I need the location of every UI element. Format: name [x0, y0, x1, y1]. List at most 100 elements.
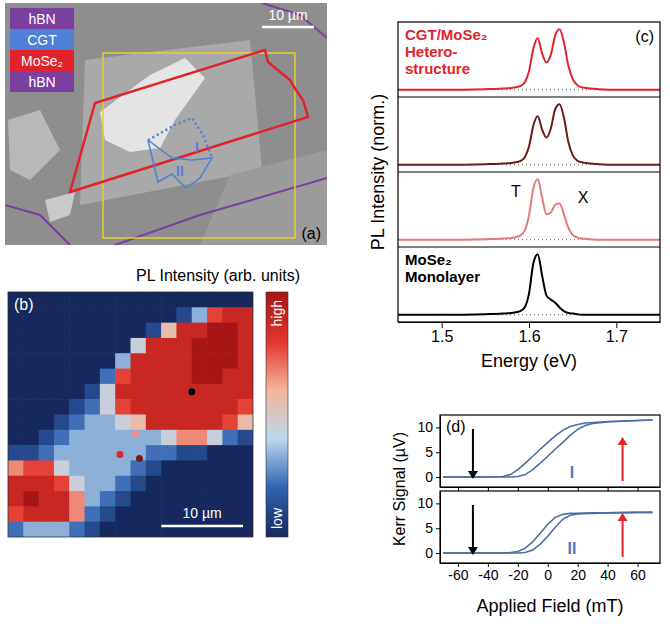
tick-mark: [436, 477, 440, 478]
scale-bar: [262, 26, 314, 29]
heatmap-cell: [39, 292, 55, 308]
y-axis-title: PL Intensity (norm.): [368, 94, 388, 250]
heatmap-cell: [39, 476, 55, 492]
heatmap-cell: [85, 353, 101, 369]
tick-label: 0: [544, 567, 552, 583]
heatmap-cell: [54, 506, 70, 522]
heatmap-cell: [8, 506, 24, 522]
tick: [548, 487, 549, 491]
axis-line: [440, 492, 441, 564]
heatmap-cell: [39, 323, 55, 339]
plot-area: [398, 179, 660, 239]
axis: [441, 487, 661, 491]
heatmap-cell: [85, 399, 101, 415]
colorbar: [266, 292, 288, 537]
heatmap-cell: [146, 415, 162, 431]
heatmap-cell: [8, 460, 24, 476]
subpanel-label: I: [570, 464, 574, 481]
tick: 10: [417, 419, 440, 435]
heatmap-cell: [176, 415, 192, 431]
tick-mark: [638, 487, 639, 491]
heatmap-cell: [161, 430, 177, 446]
heatmap-cell: [85, 476, 101, 492]
tick: 5: [425, 520, 440, 536]
heatmap-cell: [207, 338, 223, 354]
heatmap-cell: [238, 384, 253, 400]
y-axis-title: Kerr Signal (µV): [391, 432, 408, 546]
heatmap-cell: [115, 384, 131, 400]
heatmap-cell: [131, 292, 147, 308]
heatmap-cell: [115, 323, 131, 339]
heatmap-cell: [69, 415, 85, 431]
heatmap-cell: [39, 384, 55, 400]
heatmap-cell: [238, 307, 253, 323]
tick-label: 10: [417, 419, 433, 435]
heatmap-cell: [54, 384, 70, 400]
heatmap-cell: [222, 369, 238, 385]
heatmap-cell: [238, 338, 253, 354]
cgt-outline: [148, 140, 212, 188]
heatmap-cell: [192, 369, 208, 385]
map-frame: [8, 292, 253, 537]
tick: 0: [425, 545, 440, 561]
heatmap-cell: [85, 430, 101, 446]
spectrum-line: [398, 179, 660, 239]
heatmap-cell: [207, 292, 223, 308]
plot-area: [443, 512, 653, 553]
tick-label: 1.6: [518, 328, 540, 345]
heatmap-cell: [54, 460, 70, 476]
heatmap-cell: [146, 292, 162, 308]
x-axis-title: Applied Field (mT): [476, 596, 623, 616]
heatmap-cell: [192, 307, 208, 323]
heatmap-cell: [222, 491, 238, 507]
heatmap-cell: [54, 415, 70, 431]
plot-area: [398, 104, 660, 164]
heatmap-cell: [100, 292, 116, 308]
heatmap-cell: [115, 338, 131, 354]
heatmap-cell: [131, 522, 147, 537]
tick: -60: [448, 563, 468, 583]
heatmap-cell: [238, 476, 253, 492]
heatmap-cell: [85, 445, 101, 461]
heatmap-cell: [222, 399, 238, 415]
tick-label: -40: [478, 567, 498, 583]
heatmap-cell: [192, 399, 208, 415]
heatmap-cell: [146, 323, 162, 339]
field-arrow-shaft: [472, 429, 474, 473]
heatmap-cell: [39, 415, 55, 431]
heatmap-cell: [222, 307, 238, 323]
heatmap-cell: [176, 445, 192, 461]
micrograph-background: [5, 3, 327, 245]
heatmap-cell: [176, 460, 192, 476]
heatmap-cell: [238, 445, 253, 461]
heatmap-cell: [100, 353, 116, 369]
heatmap-cell: [100, 415, 116, 431]
tick-label: 1.7: [606, 328, 628, 345]
heatmap-cell: [115, 430, 131, 446]
heatmap-cell: [85, 506, 101, 522]
heatmap-cell: [131, 399, 147, 415]
heatmap-cell: [8, 491, 24, 507]
tick: 0: [544, 563, 552, 583]
heatmap-cell: [39, 445, 55, 461]
tick-mark: [436, 553, 440, 554]
heatmap-cell: [207, 353, 223, 369]
heatmap-cell: [69, 430, 85, 446]
tick: [518, 487, 519, 491]
heatmap-cell: [39, 522, 55, 537]
tick-mark: [548, 487, 549, 491]
heatmap-cell: [161, 307, 177, 323]
heatmap-cell: [69, 522, 85, 537]
legend-label: hBN: [28, 74, 55, 90]
heatmap-cell: [192, 415, 208, 431]
heatmap-cell: [69, 384, 85, 400]
field-arrow-head: [468, 471, 478, 479]
scale-bar-label: 10 µm: [183, 505, 222, 521]
tick-label: 60: [630, 567, 646, 583]
heatmap-cell: [161, 399, 177, 415]
heatmap-cell: [23, 445, 39, 461]
heatmap-cell: [23, 430, 39, 446]
heatmap-cell: [146, 353, 162, 369]
flake: [45, 192, 75, 222]
heatmap-cell: [8, 353, 24, 369]
